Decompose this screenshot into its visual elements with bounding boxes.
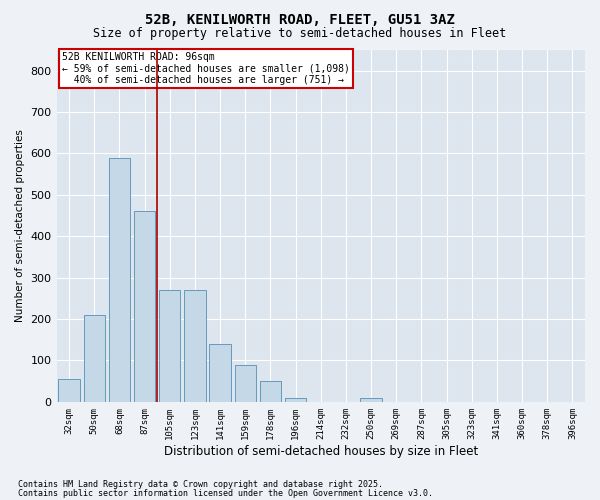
Bar <box>235 364 256 402</box>
X-axis label: Distribution of semi-detached houses by size in Fleet: Distribution of semi-detached houses by … <box>164 444 478 458</box>
Text: 52B, KENILWORTH ROAD, FLEET, GU51 3AZ: 52B, KENILWORTH ROAD, FLEET, GU51 3AZ <box>145 12 455 26</box>
Bar <box>159 290 181 402</box>
Text: Size of property relative to semi-detached houses in Fleet: Size of property relative to semi-detach… <box>94 28 506 40</box>
Text: Contains public sector information licensed under the Open Government Licence v3: Contains public sector information licen… <box>18 488 433 498</box>
Bar <box>109 158 130 402</box>
Bar <box>260 381 281 402</box>
Bar <box>83 315 105 402</box>
Y-axis label: Number of semi-detached properties: Number of semi-detached properties <box>15 130 25 322</box>
Bar <box>184 290 206 402</box>
Bar <box>58 379 80 402</box>
Bar <box>361 398 382 402</box>
Bar <box>285 398 307 402</box>
Text: 52B KENILWORTH ROAD: 96sqm
← 59% of semi-detached houses are smaller (1,098)
  4: 52B KENILWORTH ROAD: 96sqm ← 59% of semi… <box>62 52 350 85</box>
Bar <box>209 344 231 402</box>
Bar <box>134 212 155 402</box>
Text: Contains HM Land Registry data © Crown copyright and database right 2025.: Contains HM Land Registry data © Crown c… <box>18 480 383 489</box>
